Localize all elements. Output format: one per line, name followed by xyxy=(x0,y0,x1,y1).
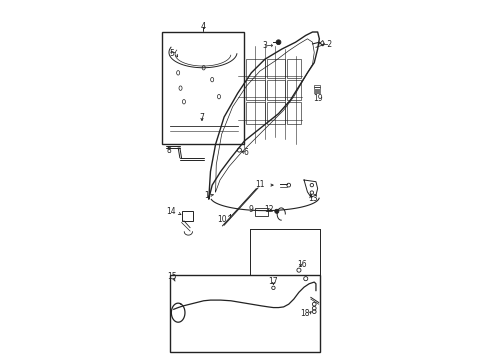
Text: 3→: 3→ xyxy=(262,41,273,50)
Text: 1: 1 xyxy=(204,191,209,200)
Text: 19: 19 xyxy=(312,94,322,103)
Bar xyxy=(245,59,264,78)
Text: 6: 6 xyxy=(244,148,248,157)
Bar xyxy=(254,208,267,216)
Bar xyxy=(286,59,300,78)
Bar xyxy=(245,102,264,124)
Text: ←2: ←2 xyxy=(322,40,332,49)
Text: ←: ← xyxy=(169,51,175,57)
Bar xyxy=(245,80,264,100)
Text: 14: 14 xyxy=(166,207,175,216)
Circle shape xyxy=(276,40,280,45)
Bar xyxy=(286,80,300,100)
Text: 17: 17 xyxy=(268,276,278,285)
Bar xyxy=(266,102,285,124)
Text: 10: 10 xyxy=(217,215,226,224)
Bar xyxy=(314,91,320,93)
Text: 4: 4 xyxy=(200,22,205,31)
Bar xyxy=(266,59,285,78)
Bar xyxy=(314,85,320,87)
Bar xyxy=(314,90,320,91)
Text: 15: 15 xyxy=(167,272,177,281)
Bar xyxy=(314,87,320,89)
Text: 12: 12 xyxy=(264,205,273,214)
Text: 13: 13 xyxy=(307,194,317,203)
Circle shape xyxy=(274,209,278,213)
Text: 7: 7 xyxy=(199,113,204,122)
Bar xyxy=(162,32,244,144)
Text: 8: 8 xyxy=(166,146,171,155)
Bar xyxy=(266,80,285,100)
Text: 9: 9 xyxy=(248,205,253,214)
Bar xyxy=(286,102,300,124)
Bar xyxy=(170,275,319,352)
Text: 11: 11 xyxy=(255,180,264,189)
Text: 16: 16 xyxy=(296,260,306,269)
Text: 5: 5 xyxy=(168,49,173,58)
Bar xyxy=(181,211,193,221)
Text: 18: 18 xyxy=(300,309,309,318)
